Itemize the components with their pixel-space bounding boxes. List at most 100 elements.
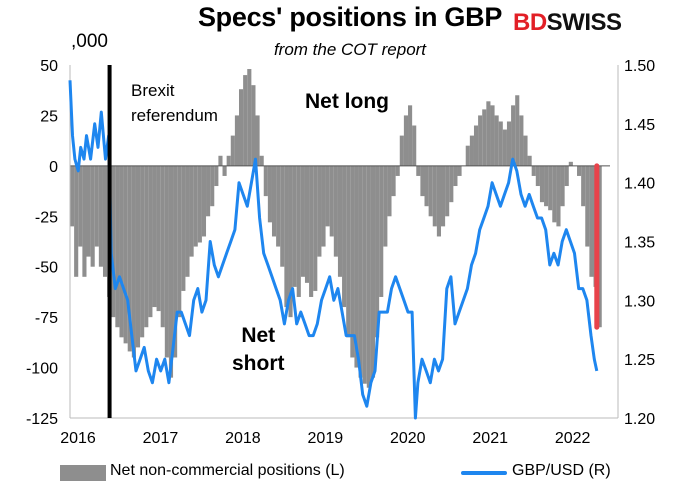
bar <box>465 145 470 166</box>
bar <box>210 165 215 207</box>
gbpusd-line <box>68 80 599 420</box>
brexit-annotation: Brexit referendum <box>131 78 218 128</box>
bar <box>453 165 458 187</box>
x-tick-label: 2022 <box>555 430 591 447</box>
bar <box>127 165 132 352</box>
bar <box>478 115 483 166</box>
bar <box>280 165 285 267</box>
bar <box>70 165 75 227</box>
bar <box>321 165 326 247</box>
bar <box>243 75 248 166</box>
bar <box>539 165 545 203</box>
bar <box>346 165 351 338</box>
bar <box>548 165 553 211</box>
bar <box>115 165 120 328</box>
bar <box>131 165 136 358</box>
legend-swatch-bars <box>60 465 106 481</box>
right-tick-label: 1.50 <box>624 58 655 75</box>
bar <box>564 165 569 187</box>
axes: 50 25 0 -25 -50 -75 -100 -125 1.50 1.45 1.40 1.35 1.… <box>26 58 655 447</box>
bar <box>189 165 194 257</box>
bar <box>544 165 549 207</box>
bar <box>375 165 380 338</box>
legend-swatch-line <box>461 471 507 475</box>
logo-part-bd: BD <box>513 9 547 36</box>
bar <box>239 89 244 166</box>
bar <box>408 105 413 166</box>
bar <box>325 165 330 227</box>
bar <box>428 165 433 217</box>
bar <box>317 165 322 257</box>
bar <box>284 165 289 308</box>
bar <box>424 165 429 207</box>
bar <box>440 165 446 227</box>
bar <box>304 165 310 283</box>
bar <box>506 121 512 166</box>
bar <box>296 165 301 297</box>
bar <box>288 165 293 318</box>
net-short-annotation: Net short <box>232 322 285 378</box>
bar <box>342 165 347 308</box>
bar <box>251 85 256 166</box>
bar <box>102 165 108 277</box>
net-short-line1: Net <box>241 324 276 347</box>
net-short-line2: short <box>232 352 285 375</box>
bar <box>78 165 83 247</box>
units-label: ,000 <box>71 31 108 52</box>
legend: Net non-commercial positions (L) GBP/USD… <box>0 460 700 490</box>
bar <box>498 121 503 166</box>
x-tick-label: 2019 <box>308 430 344 447</box>
x-tick-label: 2016 <box>60 430 96 447</box>
bar <box>156 165 161 312</box>
brexit-annotation-line2: referendum <box>131 106 218 125</box>
bar <box>490 105 495 166</box>
overlay <box>107 65 600 418</box>
bar <box>531 165 536 176</box>
bar <box>469 135 474 166</box>
bar <box>164 165 169 358</box>
bar <box>193 165 198 247</box>
bar <box>457 165 462 176</box>
bar <box>313 165 318 291</box>
bar <box>218 155 223 166</box>
bar <box>350 165 355 358</box>
bar <box>267 165 272 223</box>
brand-logo: BDSWISS <box>513 9 622 37</box>
bar <box>160 165 165 328</box>
bar <box>420 165 425 197</box>
bar <box>577 165 582 176</box>
bar <box>94 165 99 247</box>
bar <box>552 165 557 223</box>
bar <box>234 115 240 166</box>
bar <box>255 115 260 166</box>
bar <box>144 165 149 328</box>
bar <box>271 165 277 237</box>
right-tick-label: 1.20 <box>624 411 655 428</box>
bar <box>589 165 594 277</box>
bar <box>560 165 565 207</box>
bar <box>515 95 520 166</box>
bar <box>416 165 421 176</box>
x-tick-label: 2017 <box>143 430 179 447</box>
right-tick-label: 1.35 <box>624 235 655 252</box>
bar <box>214 165 219 187</box>
bar <box>82 165 87 277</box>
bar <box>168 165 174 378</box>
bar <box>333 165 338 257</box>
bar <box>181 165 186 291</box>
bar <box>337 165 343 277</box>
bar <box>74 165 79 277</box>
bar <box>568 161 573 166</box>
legend-label-bars: Net non-commercial positions (L) <box>110 462 345 479</box>
bar <box>482 109 487 166</box>
bar <box>230 135 235 166</box>
left-tick-label: 25 <box>40 108 58 125</box>
bar <box>449 165 454 203</box>
bar <box>399 135 404 166</box>
bar <box>123 165 128 344</box>
bars-series <box>70 69 602 388</box>
bar <box>403 115 409 166</box>
bar <box>300 165 305 277</box>
left-tick-label: -100 <box>26 361 58 378</box>
